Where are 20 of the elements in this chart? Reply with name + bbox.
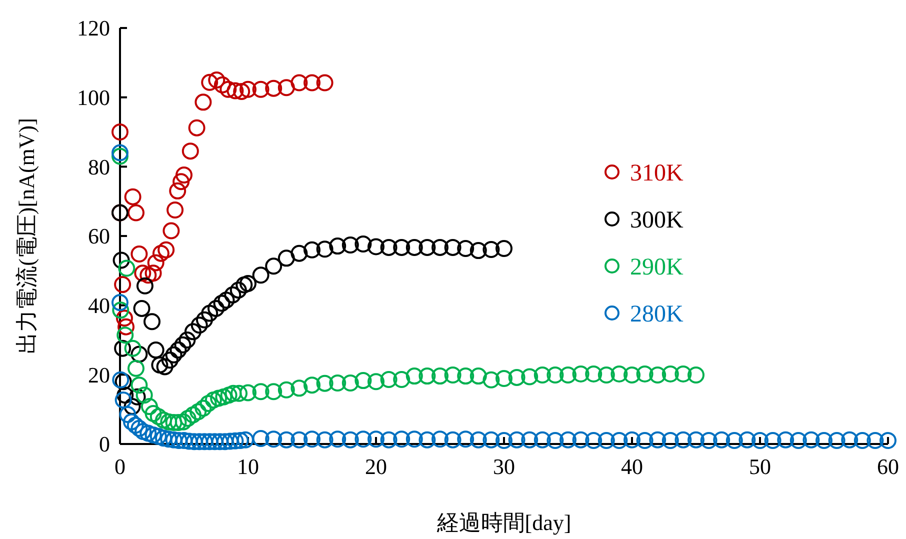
y-axis-title: 出力電流(電圧)[nA(mV)] <box>14 118 39 354</box>
x-tick-label: 60 <box>877 454 899 479</box>
y-tick-label: 20 <box>88 362 110 388</box>
y-tick-label: 40 <box>88 293 110 318</box>
legend-label: 280K <box>630 301 684 328</box>
y-tick-label: 60 <box>88 224 110 249</box>
x-tick-label: 0 <box>114 454 126 479</box>
x-tick-label: 30 <box>493 454 515 479</box>
legend-label: 290K <box>630 254 684 280</box>
x-tick-label: 40 <box>621 454 643 479</box>
y-tick-label: 0 <box>99 432 110 457</box>
legend-label: 310K <box>630 160 684 186</box>
y-tick-label: 120 <box>77 16 110 41</box>
x-axis-title: 経過時間[day] <box>436 510 572 535</box>
x-tick-label: 50 <box>749 454 771 479</box>
y-tick-label: 80 <box>88 154 110 180</box>
x-tick-label: 10 <box>237 454 259 479</box>
x-tick-label: 20 <box>365 454 387 479</box>
legend-label: 300K <box>630 207 684 234</box>
y-tick-label: 100 <box>77 85 110 110</box>
